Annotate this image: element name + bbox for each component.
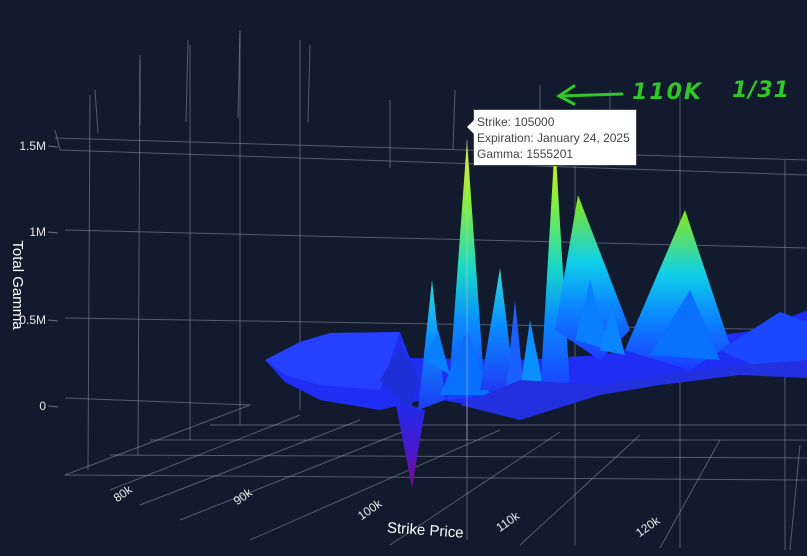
surface-foreground [460, 360, 807, 420]
z-tick-mark [47, 405, 59, 408]
z-axis-ticks: 0 0.5M 1M 1.5M [19, 139, 59, 413]
annotation-arrow [556, 84, 624, 106]
grid-line [185, 39, 189, 123]
z-tick-label: 0.5M [19, 313, 46, 327]
tooltip-strike: Strike: 105000 [477, 115, 555, 129]
grid-line [59, 149, 807, 176]
tooltip-gamma: Gamma: 1555201 [477, 147, 574, 161]
z-tick-label: 0 [39, 399, 46, 413]
surface-left-plateau [265, 332, 400, 390]
grid-line [452, 89, 456, 151]
surface-facet [505, 300, 525, 400]
annotation-date-text: 1/31 [732, 78, 790, 103]
z-tick-mark [47, 319, 59, 322]
grid-line [109, 414, 301, 491]
z-axis-label: Total Gamma [9, 240, 26, 330]
grid-line [87, 94, 91, 471]
grid-line [307, 44, 311, 123]
grid-line [94, 89, 99, 134]
grid-line [54, 129, 61, 151]
z-tick-label: 1.5M [19, 139, 46, 153]
grid-line [659, 439, 721, 549]
grid-line [64, 397, 251, 406]
x-tick-label: 120k [633, 513, 663, 540]
grid-line [54, 137, 807, 161]
surface-peak-mid [480, 268, 515, 390]
surface-facet [575, 280, 610, 350]
grid-line [519, 434, 641, 546]
z-tick-mark [47, 145, 59, 148]
surface-peak-108k [540, 140, 570, 395]
surface-facet [650, 290, 720, 360]
grid-line [109, 454, 807, 459]
x-axis-label: Strike Price [386, 519, 464, 541]
grid-line [179, 424, 421, 521]
annotation-strike-text: 110K [632, 80, 703, 105]
grid-line [64, 474, 807, 481]
x-tick-label: 90k [231, 485, 256, 508]
grid-line [389, 431, 561, 546]
grid-line [139, 419, 361, 506]
surface-facet [380, 345, 420, 410]
surface-facet [440, 330, 490, 395]
x-tick-label: 100k [355, 496, 385, 523]
surface-facet [600, 305, 625, 355]
grid-line [249, 429, 501, 541]
tooltip-expiration: Expiration: January 24, 2025 [477, 131, 630, 145]
surface-facet [425, 330, 450, 375]
z-tick-label: 1M [29, 225, 46, 239]
grid-line [789, 444, 801, 551]
surface-facet [520, 320, 545, 395]
z-tick-mark [47, 231, 59, 234]
grid-line [137, 59, 141, 456]
surface-right-ridge [720, 312, 807, 368]
hover-tooltip: Strike: 105000 Expiration: January 24, 2… [467, 109, 637, 166]
surface-dip [395, 400, 425, 488]
x-tick-label: 110k [493, 508, 522, 534]
gamma-surface[interactable] [265, 140, 807, 488]
x-tick-label: 80k [111, 482, 136, 505]
